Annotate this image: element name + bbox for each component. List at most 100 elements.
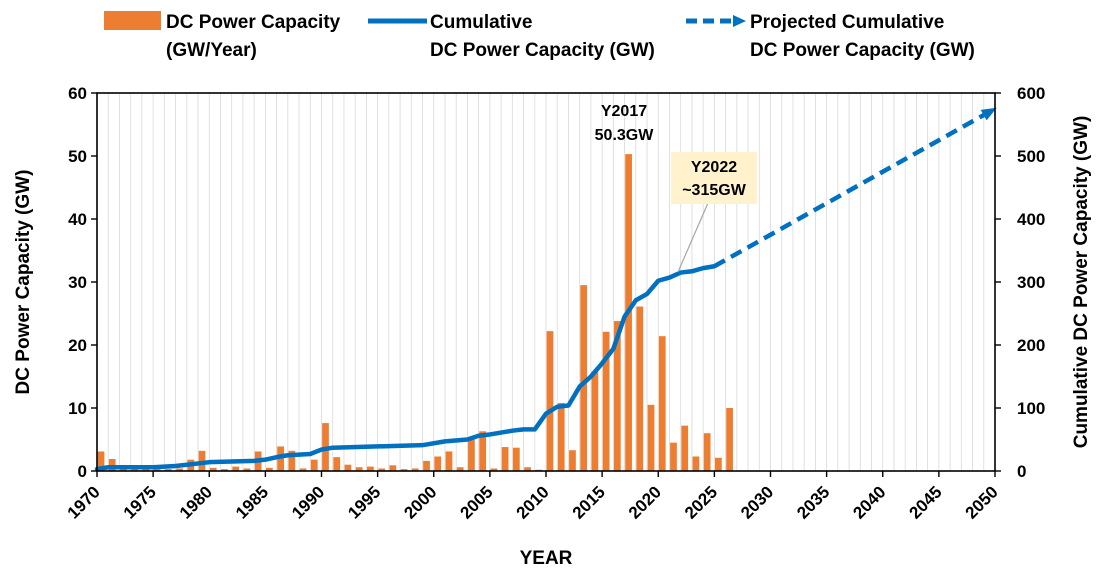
callout-box — [671, 152, 757, 204]
bar-2003 — [468, 439, 475, 471]
tick-label-right: 500 — [1017, 147, 1045, 166]
tick-label-right: 300 — [1017, 273, 1045, 292]
tick-label-x: 2030 — [737, 482, 777, 522]
legend-projected-label-line1: Projected Cumulative — [750, 12, 944, 33]
legend-bar-label-line2: (GW/Year) — [166, 40, 257, 61]
tick-label-right: 0 — [1017, 462, 1026, 481]
bar-2013 — [580, 285, 588, 471]
annotation-2022-callout: Y2022 ~315GW — [671, 152, 757, 273]
bar-1993 — [355, 467, 363, 471]
bar-1974 — [142, 469, 150, 471]
tick-label-left: 0 — [78, 462, 87, 481]
bar-2008 — [524, 467, 531, 471]
bar-2016 — [613, 321, 621, 471]
bar-1981 — [221, 469, 228, 471]
tick-label-x: 2045 — [906, 482, 946, 522]
bar-1975 — [153, 469, 161, 471]
tick-label-x: 1990 — [288, 482, 328, 522]
projected-arrowhead — [980, 107, 997, 121]
bar-2023 — [692, 456, 700, 471]
bar-2012 — [569, 450, 576, 471]
tick-label-left: 20 — [68, 336, 87, 355]
tick-label-x: 1985 — [232, 482, 272, 522]
tick-label-x: 2040 — [849, 482, 889, 522]
tick-label-right: 400 — [1017, 210, 1045, 229]
legend-arrow-icon — [733, 15, 746, 27]
bar-2021 — [670, 442, 677, 471]
bar-1977 — [176, 468, 183, 471]
tick-label-right: 100 — [1017, 399, 1045, 418]
cumulative-series — [94, 107, 997, 472]
bar-1997 — [400, 469, 408, 471]
tick-label-left: 50 — [68, 147, 87, 166]
bar-2020 — [658, 336, 666, 471]
bar-2018 — [636, 306, 644, 471]
bar-1980 — [209, 467, 217, 471]
projected-line — [713, 111, 989, 269]
bar-1998 — [411, 468, 419, 471]
bar-2011 — [557, 402, 565, 471]
bar-2005 — [490, 468, 498, 471]
bar-2014 — [591, 371, 599, 471]
tick-label-x: 2050 — [962, 482, 1002, 522]
tick-label-left: 60 — [68, 84, 87, 103]
annotation-2017-year: Y2017 — [601, 103, 647, 120]
annual-capacity-bars — [97, 154, 733, 472]
tick-label-left: 40 — [68, 210, 87, 229]
bar-1996 — [389, 465, 397, 471]
bar-2019 — [647, 404, 655, 471]
legend-bar-swatch — [104, 11, 161, 30]
bar-1999 — [423, 460, 430, 471]
bar-1983 — [243, 468, 251, 471]
bar-2002 — [456, 467, 464, 471]
bar-2026 — [726, 408, 733, 471]
tick-label-x: 1970 — [64, 482, 104, 522]
cumulative-line — [94, 264, 717, 472]
bar-1994 — [367, 466, 374, 471]
tick-label-x: 2035 — [793, 482, 833, 522]
callout-leader-line — [677, 202, 709, 273]
bar-1995 — [378, 468, 385, 471]
tick-label-x: 2010 — [513, 482, 553, 522]
tick-label-x: 2015 — [569, 482, 609, 522]
bar-1970 — [97, 451, 105, 471]
y-axis-right-title: Cumulative DC Power Capacity (GW) — [1071, 116, 1092, 449]
bar-2024 — [703, 433, 711, 471]
y-axis-left-title: DC Power Capacity (GW) — [13, 170, 34, 395]
legend-line-label-line1: Cumulative — [430, 12, 532, 33]
bar-2006 — [501, 447, 509, 471]
bar-2025 — [715, 457, 722, 471]
x-axis-title: YEAR — [520, 548, 573, 569]
tick-label-right: 600 — [1017, 84, 1045, 103]
bar-1991 — [333, 457, 341, 471]
bar-1988 — [299, 468, 307, 471]
bar-1987 — [288, 450, 296, 471]
tick-label-x: 2005 — [457, 482, 497, 522]
annotation-2017-value: 50.3GW — [595, 127, 655, 144]
tick-label-right: 200 — [1017, 336, 1045, 355]
tick-label-x: 2020 — [625, 482, 665, 522]
bar-1973 — [131, 468, 139, 471]
bar-2010 — [546, 331, 554, 471]
legend-projected-label-line2: DC Power Capacity (GW) — [750, 40, 975, 61]
tick-label-x: 1995 — [344, 482, 384, 522]
legend: DC Power Capacity (GW/Year) Cumulative D… — [104, 11, 975, 61]
bar-2000 — [434, 456, 442, 471]
legend-bar-label-line1: DC Power Capacity — [166, 12, 341, 33]
annotation-2022-value: ~315GW — [682, 182, 746, 199]
tick-label-x: 2000 — [400, 482, 440, 522]
bar-1992 — [344, 464, 352, 471]
bar-2001 — [445, 451, 453, 471]
tick-label-left: 10 — [68, 399, 87, 418]
grid — [107, 93, 985, 471]
bar-1985 — [266, 467, 273, 471]
bar-1989 — [310, 459, 318, 471]
tick-label-x: 1975 — [120, 482, 160, 522]
bar-2022 — [681, 425, 689, 471]
tick-label-x: 2025 — [681, 482, 721, 522]
bar-1976 — [164, 469, 172, 471]
bar-2004 — [479, 431, 487, 471]
tick-label-left: 30 — [68, 273, 87, 292]
